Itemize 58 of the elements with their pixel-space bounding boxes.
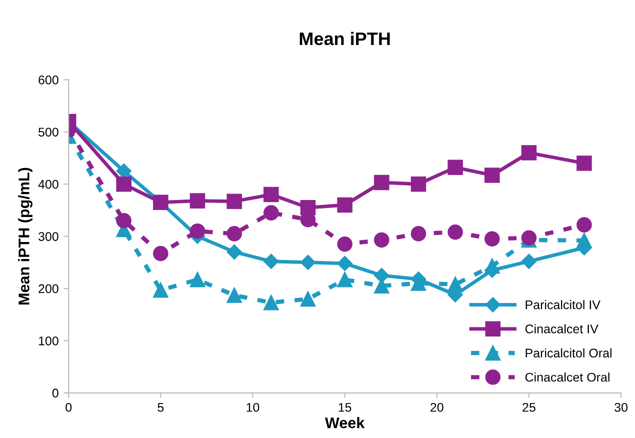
chart-title: Mean iPTH [300, 32, 390, 46]
point [116, 213, 132, 228]
point [410, 226, 426, 242]
point [448, 160, 463, 176]
point [226, 288, 242, 303]
point [337, 272, 352, 288]
y-tick-label: 300 [38, 232, 58, 241]
legend-label: Cinacalcet IV [525, 324, 598, 334]
point [226, 226, 242, 242]
point [264, 186, 279, 202]
point [448, 224, 463, 240]
point [300, 254, 316, 270]
point [264, 205, 279, 220]
legend-label: Cinacalcet Oral [525, 372, 610, 382]
y-tick-label: 100 [38, 336, 58, 346]
point [226, 194, 242, 209]
x-tick-label: 15 [338, 403, 352, 412]
y-tick-label: 600 [38, 76, 58, 84]
x-tick-label: 5 [158, 403, 164, 412]
y-tick-label: 200 [38, 284, 58, 294]
point [576, 217, 592, 232]
x-tick-label: 0 [66, 402, 72, 412]
point [153, 282, 168, 298]
point [190, 193, 206, 208]
x-tick-label: 20 [430, 402, 444, 412]
point [484, 231, 500, 247]
point [448, 276, 463, 292]
x-axis-title: Week [325, 417, 365, 428]
point [484, 168, 500, 183]
legend-label: Paricalcitol IV [526, 300, 600, 310]
y-tick-label: 400 [38, 180, 58, 189]
point [190, 223, 206, 239]
y-axis-title: Mean iPTH (pg/mL) [18, 168, 32, 304]
y-tick-label: 500 [38, 128, 58, 137]
legend-label: Paricalcitol Oral [526, 348, 612, 358]
point [374, 268, 390, 284]
point [116, 176, 132, 192]
point [153, 246, 168, 262]
point [410, 176, 426, 192]
x-tick-label: 25 [522, 402, 536, 412]
point [374, 232, 390, 248]
point [337, 256, 352, 272]
point [576, 232, 592, 248]
x-tick-label: 30 [614, 402, 628, 412]
point [521, 145, 537, 160]
point [484, 258, 500, 274]
point [264, 294, 279, 310]
point [576, 156, 592, 171]
point [300, 291, 316, 307]
point [337, 197, 352, 213]
point [190, 272, 206, 288]
point [337, 236, 352, 252]
point [226, 244, 242, 260]
point [521, 254, 537, 269]
point [374, 174, 390, 190]
point [264, 254, 279, 269]
x-tick-label: 10 [246, 402, 260, 412]
y-tick-label: 0 [52, 388, 58, 398]
